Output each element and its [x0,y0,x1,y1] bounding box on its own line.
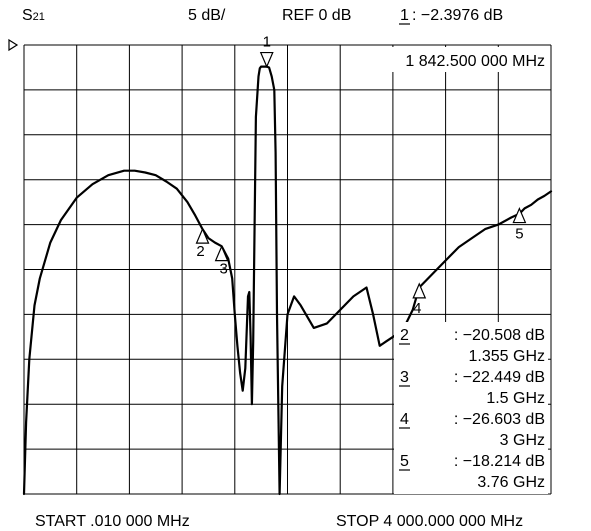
s21-trace [22,65,553,496]
marker-table-row: 3 : −22.449 dB 1.5 GHz [399,369,545,407]
marker-table-box [394,322,548,494]
stop-frequency-label: STOP 4 000.000 000 MHz [336,513,523,530]
marker-3: 3 [214,245,229,278]
marker-table-number: 3 [400,369,409,386]
marker-1: 1 [259,34,274,69]
marker-1-number: 1 [263,34,271,51]
marker-3-number: 3 [219,261,227,278]
marker-4-triangle [412,282,427,299]
parameter-prefix: S [22,7,33,24]
marker-table: 2 : −20.508 dB 1.355 GHz 3 : −22.449 dB 1.5 G… [399,327,545,491]
marker-table-frequency: 3 GHz [500,432,545,449]
marker-table-number: 4 [400,411,409,428]
marker-3-triangle [214,245,229,262]
reference-level-pointer [8,38,19,52]
marker-table-row: 2 : −20.508 dB 1.355 GHz [399,327,545,365]
marker-table-frequency: 1.355 GHz [469,348,545,365]
marker-table-frequency: 1.5 GHz [486,390,545,407]
marker-table-value: : −22.449 dB [454,369,545,386]
active-marker-freq-box [348,47,548,72]
active-marker-number: 1 [400,7,409,24]
marker-2: 2 [195,227,210,260]
marker-table-value: : −26.603 dB [454,411,545,428]
active-marker-value: : −2.3976 dB [412,7,503,24]
marker-table-value: : −20.508 dB [454,327,545,344]
marker-2-number: 2 [196,243,204,260]
parameter-label: S21 [22,7,45,24]
marker-1-triangle [259,51,274,69]
active-marker-frequency: 1 842.500 000 MHz [405,53,545,70]
marker-4-number: 4 [413,300,421,317]
reference-label: REF 0 dB [282,7,351,24]
marker-2-triangle [195,227,210,244]
marker-5-number: 5 [515,226,523,243]
marker-5-triangle [512,207,527,224]
parameter-subscript: 21 [33,11,45,23]
marker-4: 4 [412,282,427,317]
active-marker-readout: 1 : −2.3976 dB [399,7,503,25]
marker-table-number: 2 [400,327,409,344]
marker-table-row: 4 : −26.603 dB 3 GHz [399,411,545,449]
marker-table-row: 5 : −18.214 dB 3.76 GHz [399,453,545,491]
marker-5: 5 [512,207,527,243]
marker-table-frequency: 3.76 GHz [477,474,545,491]
marker-table-value: : −18.214 dB [454,453,545,470]
start-frequency-label: START .010 000 MHz [35,513,190,530]
scale-label: 5 dB/ [188,7,226,24]
marker-table-number: 5 [400,453,409,470]
